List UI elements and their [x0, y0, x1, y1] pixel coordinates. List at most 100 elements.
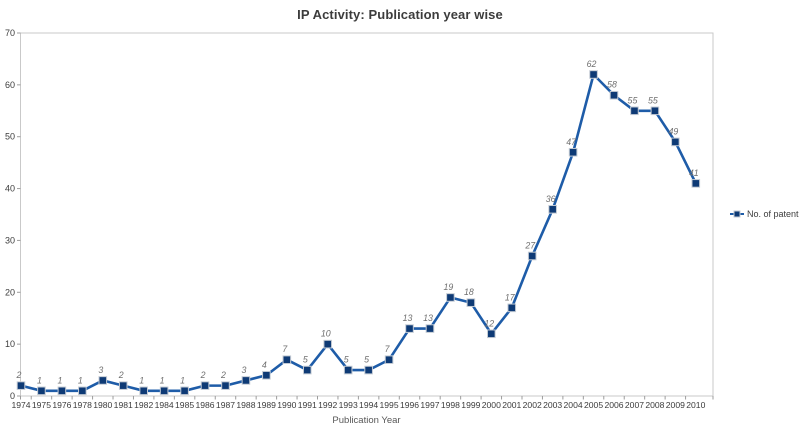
data-point-marker [548, 205, 557, 214]
x-tick-label: 1980 [93, 400, 112, 410]
data-point-label: 12 [484, 318, 494, 328]
data-point-label: 2 [200, 370, 206, 380]
x-tick-label: 1991 [298, 400, 317, 410]
x-tick-label: 2005 [584, 400, 603, 410]
data-point-label: 5 [303, 355, 308, 365]
y-tick-label: 60 [5, 80, 15, 90]
legend: No. of patent [730, 209, 799, 219]
data-point-marker [589, 70, 598, 79]
data-point-label: 5 [364, 355, 369, 365]
data-point-marker [262, 370, 271, 380]
data-point-label: 13 [403, 313, 413, 323]
x-tick-label: 1993 [339, 400, 358, 410]
data-point-label: 1 [139, 375, 144, 385]
data-point-label: 18 [464, 287, 474, 297]
data-point-marker [57, 386, 67, 396]
data-point-label: 17 [505, 292, 516, 302]
x-tick-label: 2000 [482, 400, 501, 410]
x-tick-label: 1998 [441, 400, 460, 410]
legend-series-marker-icon [730, 210, 744, 218]
x-tick-label: 1987 [216, 400, 235, 410]
data-point-marker [364, 365, 373, 375]
data-point-marker [343, 365, 353, 375]
data-point-marker [16, 381, 26, 390]
data-point-marker [466, 298, 476, 307]
x-tick-label: 1976 [52, 400, 71, 410]
series-line [19, 73, 698, 393]
y-tick-label: 30 [5, 235, 15, 245]
data-point-label: 2 [16, 370, 22, 380]
data-point-marker [568, 147, 578, 157]
y-tick-label: 40 [5, 184, 15, 194]
data-point-label: 58 [607, 80, 617, 90]
data-point-marker [282, 355, 292, 364]
data-point-marker [98, 376, 108, 385]
x-tick-label: 1989 [257, 400, 276, 410]
x-tick-label: 1981 [114, 400, 133, 410]
data-point-marker [180, 386, 189, 396]
chart-title: IP Activity: Publication year wise [297, 7, 503, 22]
data-point-label: 1 [57, 375, 62, 385]
data-point-label: 5 [344, 355, 349, 365]
x-tick-label: 2007 [625, 400, 644, 410]
x-tick-label: 2008 [645, 400, 664, 410]
data-point-marker [446, 293, 455, 302]
data-point-label: 36 [546, 194, 556, 204]
y-tick-label: 10 [5, 339, 15, 349]
x-tick-label: 2001 [502, 400, 521, 410]
data-point-marker [118, 381, 128, 390]
x-tick-label: 1982 [134, 400, 153, 410]
data-point-marker [630, 106, 639, 116]
data-point-label: 7 [385, 344, 391, 354]
x-tick-label: 2009 [666, 400, 685, 410]
data-point-label: 2 [220, 370, 226, 380]
data-point-marker [78, 386, 87, 396]
data-point-marker [37, 386, 46, 396]
data-point-marker [527, 251, 537, 261]
plot-border [20, 32, 714, 397]
x-tick-label: 1986 [195, 400, 214, 410]
x-tick-label: 1992 [318, 400, 337, 410]
x-tick-label: 1996 [400, 400, 419, 410]
data-point-marker [425, 324, 435, 333]
x-tick-label: 1975 [32, 400, 51, 410]
x-tick-label: 1990 [277, 400, 296, 410]
x-tick-label: 1988 [236, 400, 255, 410]
data-point-label: 3 [98, 365, 103, 375]
data-point-label: 41 [689, 168, 699, 178]
data-point-label: 1 [78, 375, 83, 385]
data-point-label: 47 [566, 137, 577, 147]
data-point-label: 2 [118, 370, 124, 380]
x-tick-label: 1994 [359, 400, 378, 410]
data-point-label: 62 [587, 59, 597, 69]
data-point-marker [139, 386, 148, 396]
data-point-marker [487, 329, 496, 339]
data-point-label: 4 [262, 360, 267, 370]
x-tick-label: 1995 [380, 400, 399, 410]
data-point-marker [691, 179, 701, 188]
data-point-marker [221, 381, 230, 390]
data-point-marker [323, 339, 333, 349]
y-tick-label: 20 [5, 287, 15, 297]
x-tick-label: 1984 [155, 400, 174, 410]
data-point-marker [200, 381, 210, 390]
data-point-label: 55 [628, 95, 638, 105]
x-tick-label: 1999 [461, 400, 480, 410]
data-point-label: 10 [321, 329, 331, 339]
data-point-label: 1 [160, 375, 165, 385]
data-point-label: 49 [668, 126, 678, 136]
data-point-label: 3 [241, 365, 246, 375]
legend-marker-glyph [730, 210, 744, 218]
data-point-label: 13 [423, 313, 433, 323]
data-point-marker [650, 106, 660, 116]
x-tick-label: 1978 [73, 400, 92, 410]
data-point-label: 27 [524, 240, 536, 250]
y-tick-label: 50 [5, 132, 15, 142]
y-tick-label: 70 [5, 28, 15, 38]
data-point-label: 1 [180, 375, 185, 385]
x-tick-label: 1997 [420, 400, 439, 410]
data-point-label: 1 [37, 375, 42, 385]
data-point-label: 55 [648, 95, 658, 105]
x-tick-label: 2002 [523, 400, 542, 410]
